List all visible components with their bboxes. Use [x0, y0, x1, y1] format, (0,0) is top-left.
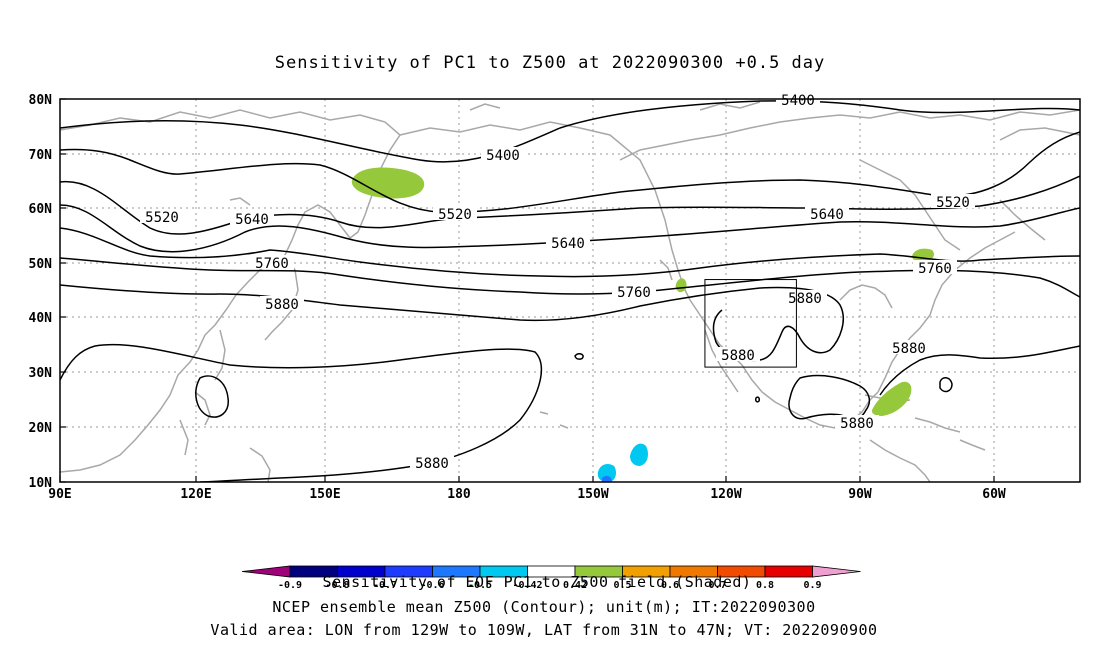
- contour-label: 5880: [415, 456, 449, 472]
- lon-label: 90W: [848, 487, 872, 502]
- contour-label: 5880: [788, 291, 822, 307]
- lon-label: 90E: [48, 487, 71, 502]
- colorbar-tick-label: 0.5: [613, 580, 631, 591]
- tick-marks: [59, 98, 995, 483]
- map-background: [60, 99, 1080, 482]
- colorbar-tick-label: -0.42: [512, 580, 542, 591]
- colorbar-tick-label: -0.6: [420, 580, 444, 591]
- colorbar-arrow-high: [812, 565, 861, 578]
- lon-label: 180: [447, 487, 471, 502]
- valid-area-box: [704, 279, 797, 368]
- colorbar-tick-label: 0.8: [756, 580, 774, 591]
- shade-negative-subtropics-3: [602, 475, 612, 482]
- shade-positive-kamchatka: [351, 167, 425, 199]
- lat-label: 50N: [29, 257, 53, 272]
- colorbar-tick-label: 0.9: [803, 580, 821, 591]
- contour-label: 5760: [918, 261, 952, 277]
- contour-label: 5640: [235, 212, 269, 228]
- contour-label: 5640: [551, 236, 585, 252]
- lat-label: 60N: [29, 202, 53, 217]
- lat-label: 80N: [29, 93, 53, 108]
- lat-labels: 80N 70N 60N 50N 40N 30N 20N 10N: [29, 93, 53, 491]
- lon-label: 60W: [982, 487, 1006, 502]
- contour-label: 5760: [617, 285, 651, 301]
- contour-label: 5880: [265, 297, 299, 313]
- lon-labels: 90E 120E 150E 180 150W 120W 90W 60W: [48, 487, 1006, 502]
- contour-label: 5760: [255, 256, 289, 272]
- contour-label: 5520: [438, 207, 472, 223]
- colorbar-tick-label: -0.8: [325, 580, 349, 591]
- colorbar-tick-label: 0.7: [708, 580, 726, 591]
- colorbar-box: [764, 565, 813, 578]
- gridlines: [60, 99, 1080, 482]
- contour-label: 5400: [781, 93, 815, 109]
- lat-label: 40N: [29, 311, 53, 326]
- lon-label: 150W: [577, 487, 608, 502]
- contour-label: 5520: [936, 195, 970, 211]
- figure-title: Sensitivity of PC1 to Z500 at 2022090300…: [275, 53, 826, 73]
- contour-labels: 5400 5400 5520 5520 5520 5640 5640 5640 …: [140, 93, 975, 472]
- lat-label: 30N: [29, 366, 53, 381]
- contour-label: 5880: [721, 348, 755, 364]
- lon-label: 120W: [710, 487, 741, 502]
- colorbar-tick-label: -0.9: [278, 580, 302, 591]
- lon-label: 150E: [309, 487, 340, 502]
- contour-label: 5880: [892, 341, 926, 357]
- lat-label: 70N: [29, 148, 53, 163]
- contour-label: 5640: [810, 207, 844, 223]
- z500-contours: [60, 100, 1080, 482]
- shade-negative-subtropics-2: [630, 443, 648, 466]
- caption-line-1: Sensitivity of EOF PC1 to Z500 field (Sh…: [323, 573, 752, 591]
- shade-positive-gulf: [871, 381, 912, 416]
- map-panel: 5400 5400 5520 5520 5520 5640 5640 5640 …: [29, 93, 1081, 502]
- lon-label: 120E: [180, 487, 211, 502]
- caption-line-2: NCEP ensemble mean Z500 (Contour); unit(…: [272, 598, 815, 616]
- contour-label: 5880: [840, 416, 874, 432]
- colorbar-tick-label: -0.5: [468, 580, 492, 591]
- shade-negative-subtropics-1: [597, 464, 616, 482]
- colorbar: -0.9 -0.8 -0.7 -0.6 -0.5 -0.42 0.42 0.5 0.6 0.7 0.…: [241, 565, 861, 591]
- map-frame: [59, 98, 1081, 483]
- contour-label: 5520: [145, 210, 179, 226]
- caption-line-3: Valid area: LON from 129W to 109W, LAT f…: [210, 621, 877, 639]
- colorbar-tick-label: 0.6: [661, 580, 679, 591]
- colorbar-tick-label: -0.7: [373, 580, 397, 591]
- colorbar-arrow-low: [241, 565, 291, 578]
- colorbar-tick-label: 0.42: [563, 580, 587, 591]
- contour-label: 5400: [486, 148, 520, 164]
- lat-label: 10N: [29, 476, 53, 491]
- lat-label: 20N: [29, 421, 53, 436]
